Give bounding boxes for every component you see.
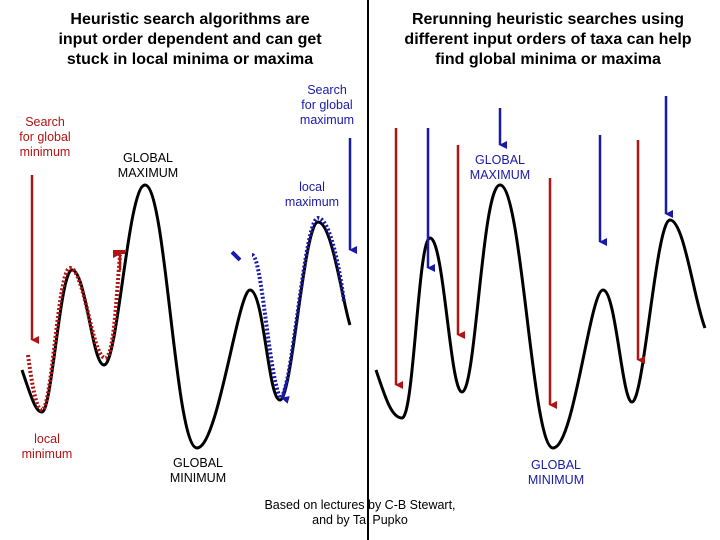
search-min-label: Search for global minimum xyxy=(19,115,71,159)
local-max-search-path xyxy=(250,215,346,401)
left-global-max-label: GLOBAL MAXIMUM xyxy=(117,151,179,180)
local-max-search-start xyxy=(230,250,242,262)
right-global-max-label: GLOBAL MAXIMUM xyxy=(469,153,531,182)
local-min-search-path xyxy=(26,254,122,413)
right-landscape-curve xyxy=(374,183,707,450)
local-max-end-arrow xyxy=(280,379,290,404)
left-global-min-label: GLOBAL MINIMUM xyxy=(169,456,227,485)
local-max-label: local maximum xyxy=(284,180,340,209)
left-landscape-curve xyxy=(20,183,352,450)
left-title: Heuristic search algorithms are input or… xyxy=(58,11,322,68)
credit-text: Based on lectures by C-B Stewart, and by… xyxy=(264,498,456,527)
right-global-min-label: GLOBAL MINIMUM xyxy=(527,458,585,487)
right-title: Rerunning heuristic searches using diffe… xyxy=(404,11,692,68)
search-max-label: Search for global maximum xyxy=(299,83,355,127)
local-min-label: local minimum xyxy=(21,432,73,461)
